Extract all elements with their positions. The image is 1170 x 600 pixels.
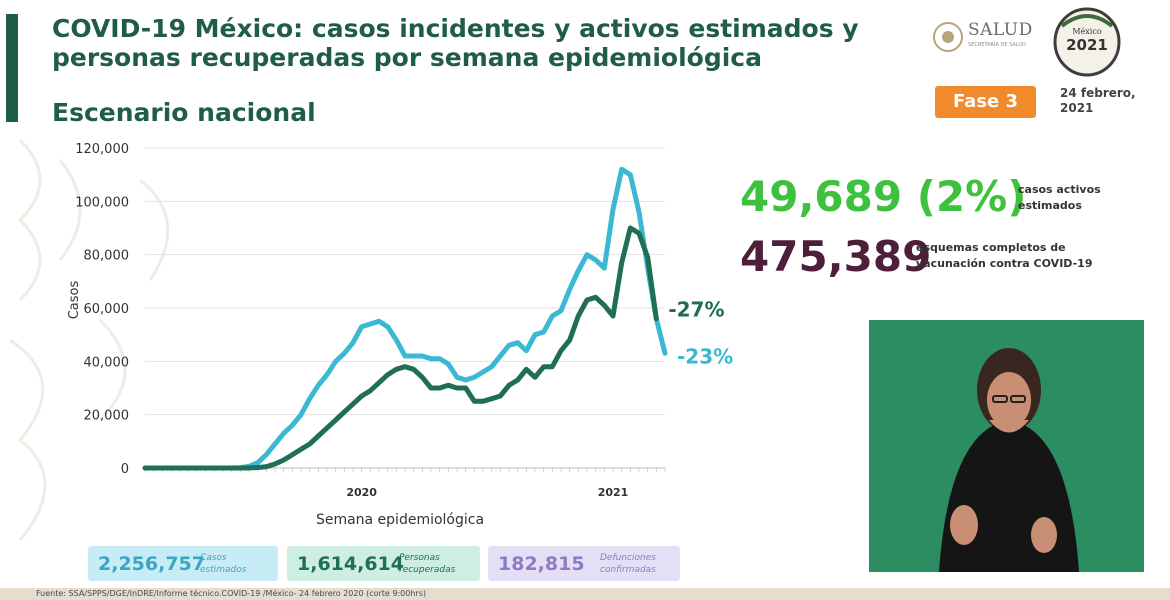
year-label: 2020 xyxy=(346,486,377,499)
stat-value: 1,614,614 xyxy=(297,553,404,575)
y-tick-label: 60,000 xyxy=(84,302,130,317)
stat-box-recovered: 1,614,614 Personas recuperadas xyxy=(287,546,480,581)
cases-line-chart: 0 20,000 40,000 60,000 80,000 100,000 120,000 2… xyxy=(67,142,733,528)
salud-logo-subtext: SECRETARÍA DE SALUD xyxy=(968,42,1026,48)
year-label: 2021 xyxy=(598,486,629,499)
vaccination-value: 475,389 xyxy=(740,232,932,281)
salud-logo-icon xyxy=(933,22,963,52)
mexico-2021-seal-icon: 2021 México xyxy=(1053,7,1121,77)
svg-text:2021: 2021 xyxy=(1066,36,1108,54)
active-cases-value: 49,689 (2%) xyxy=(740,172,1027,221)
y-tick-label: 0 xyxy=(121,462,129,477)
interpreter-figure-icon xyxy=(939,348,1079,572)
phase-badge: Fase 3 xyxy=(935,86,1036,118)
background-pattern xyxy=(9,138,170,541)
page-subtitle: Escenario nacional xyxy=(52,98,316,127)
series-end-label: -23% xyxy=(677,344,733,368)
sign-language-video xyxy=(869,320,1144,572)
series-line-active xyxy=(142,225,659,471)
y-tick-label: 100,000 xyxy=(75,195,129,210)
x-axis-label: Semana epidemiológica xyxy=(316,512,484,528)
date-line-1: 24 febrero, xyxy=(1060,86,1136,100)
y-tick-label: 80,000 xyxy=(84,249,130,264)
series-end-label: -27% xyxy=(668,298,724,322)
report-date: 24 febrero, 2021 xyxy=(1060,86,1136,116)
stat-label: Personas recuperadas xyxy=(399,553,456,575)
active-cases-label: casos activos estimados xyxy=(1018,183,1101,212)
stat-value: 182,815 xyxy=(498,553,585,575)
source-footnote: Fuente: SSA/SPPS/DGE/InDRE/Informe técni… xyxy=(36,589,426,598)
series-line-incident xyxy=(142,166,668,471)
salud-logo-text: SALUD xyxy=(968,20,1033,40)
vaccination-label: esquemas completos de vacunación contra … xyxy=(916,241,1093,270)
y-axis-label: Casos xyxy=(67,281,82,320)
stat-label: Defunciones confirmadas xyxy=(600,553,656,575)
page-title: COVID-19 México: casos incidentes y acti… xyxy=(52,14,859,72)
stat-label: Casos estimados xyxy=(200,553,247,575)
title-accent-bar xyxy=(6,14,18,122)
svg-text:México: México xyxy=(1072,27,1101,36)
date-line-2: 2021 xyxy=(1060,101,1094,115)
y-tick-label: 20,000 xyxy=(84,409,130,424)
y-tick-label: 40,000 xyxy=(84,355,130,370)
y-tick-label: 120,000 xyxy=(75,142,129,157)
footer-bar xyxy=(0,588,1170,600)
stat-value: 2,256,757 xyxy=(98,553,205,575)
stat-box-deaths: 182,815 Defunciones confirmadas xyxy=(488,546,680,581)
stat-box-estimated-cases: 2,256,757 Casos estimados xyxy=(88,546,278,581)
